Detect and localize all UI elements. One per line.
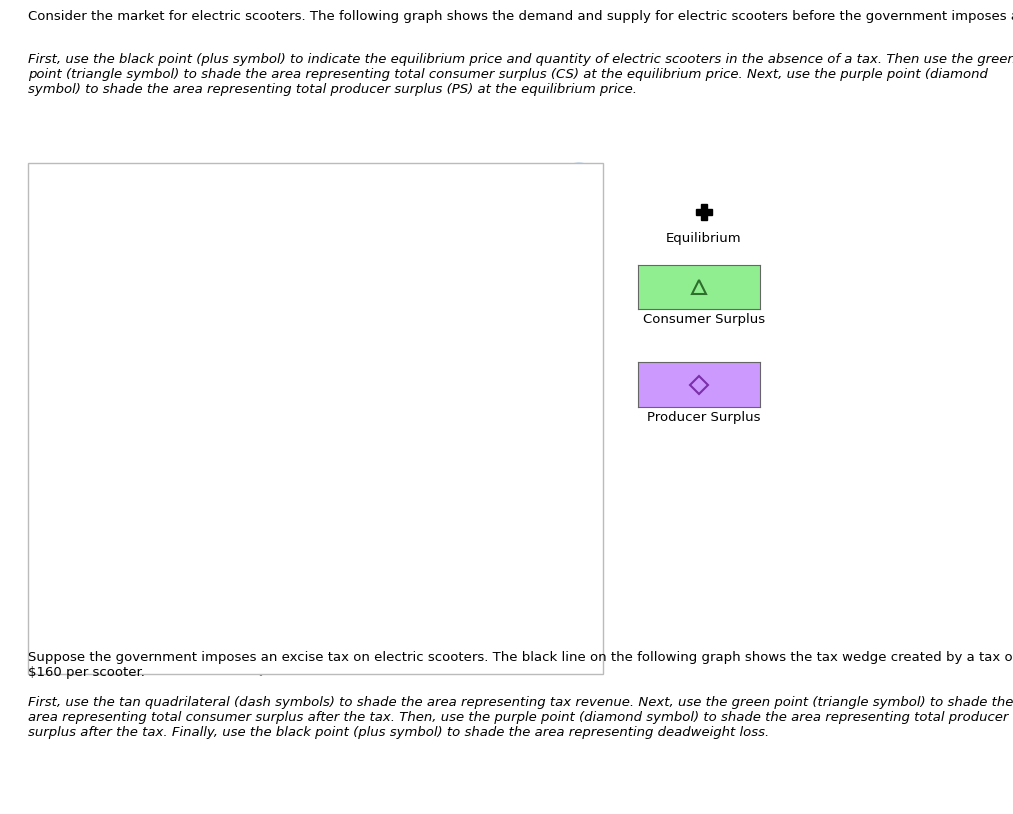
Text: First, use the black point (plus symbol) to indicate the equilibrium price and q: First, use the black point (plus symbol)… — [28, 53, 1013, 96]
Text: Consider the market for electric scooters. The following graph shows the demand : Consider the market for electric scooter… — [28, 10, 1013, 23]
Text: Equilibrium: Equilibrium — [667, 232, 742, 245]
Y-axis label: PRICE (Dollars per scooter): PRICE (Dollars per scooter) — [48, 326, 61, 517]
Text: Supply: Supply — [152, 479, 194, 492]
Text: Consumer Surplus: Consumer Surplus — [643, 313, 765, 326]
Title: Before Tax: Before Tax — [282, 181, 372, 195]
Circle shape — [563, 163, 595, 188]
Text: Suppose the government imposes an excise tax on electric scooters. The black lin: Suppose the government imposes an excise… — [28, 651, 1013, 679]
Text: First, use the tan quadrilateral (dash symbols) to shade the area representing t: First, use the tan quadrilateral (dash s… — [28, 696, 1013, 739]
Text: ?: ? — [574, 168, 583, 182]
Text: Producer Surplus: Producer Surplus — [647, 411, 761, 424]
X-axis label: QUANTITY (Scooters): QUANTITY (Scooters) — [252, 663, 401, 676]
Text: Demand: Demand — [127, 272, 180, 285]
